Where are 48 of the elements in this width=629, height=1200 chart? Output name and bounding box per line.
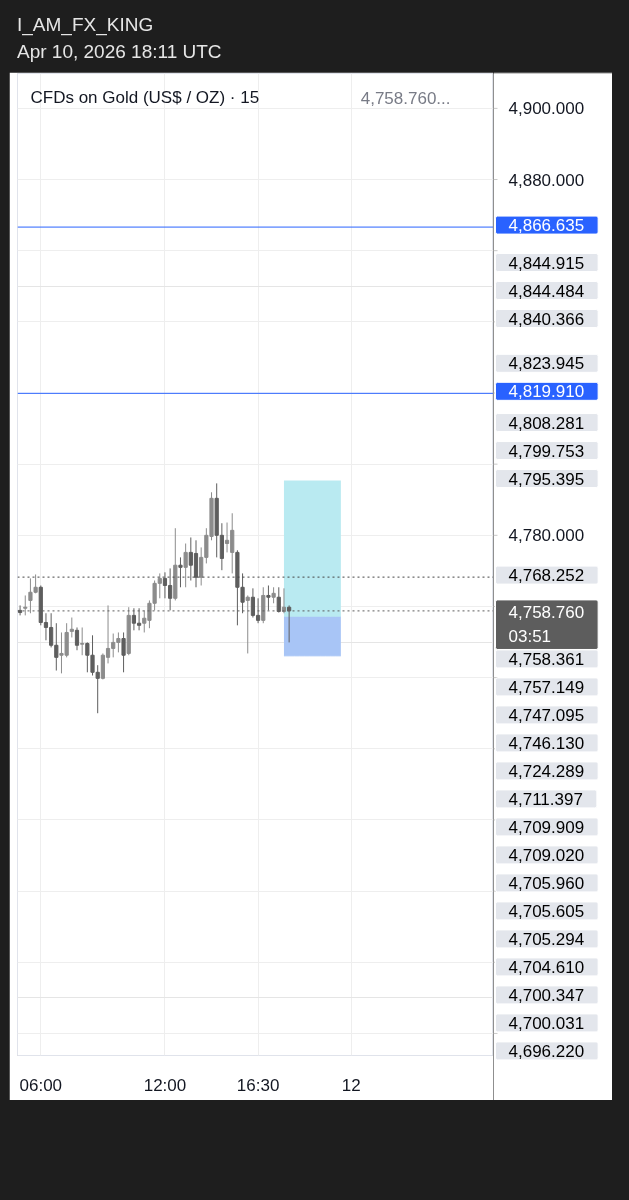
text: 4,700.031 [508,1013,585,1033]
text: 4,705.960 [508,873,585,893]
candlestick [23,594,28,616]
y-tick-label: 4,900.000 [508,99,585,119]
candlestick [74,626,80,651]
text: 4,696.220 [508,1041,585,1061]
text: 4,768.252 [508,566,585,586]
text: 4,746.130 [508,733,585,753]
candlestick [162,571,168,599]
y-tick-label: 4,780.000 [508,526,585,546]
text: CFDs on Gold (US$ / OZ) · 15 [30,88,260,107]
x-tick-label: 06:00 [19,1075,63,1095]
text: 4,799.753 [508,441,585,461]
ref-line-label: 4,819.910 [508,382,585,402]
candlestick [245,594,250,654]
text: 4,700.347 [508,985,585,1005]
candlestick [80,626,85,656]
text: 4,757.149 [508,677,585,697]
text: 4,840.366 [508,309,585,329]
ref-line-label: 4,866.635 [508,216,585,236]
text: I_AM_FX_KING [17,13,155,38]
x-tick-label: 12:00 [143,1075,187,1095]
candlestick [69,617,74,638]
candlestick [178,556,183,588]
text: 4,704.610 [508,957,585,977]
text: 4,711.397 [508,789,583,809]
text: 4,705.605 [508,901,585,921]
text: 4,705.294 [508,929,585,949]
candlestick [121,631,126,673]
candlestick [193,539,199,588]
x-tick-label: 16:30 [236,1075,280,1095]
text: 4,808.281 [508,413,585,433]
candlestick [183,543,188,588]
text: 4,724.289 [508,761,585,781]
candlestick [224,522,230,553]
text: 4,795.395 [508,469,585,489]
text: 4,844.915 [508,253,585,273]
text: 4,823.945 [508,354,585,374]
text: 4,844.484 [508,281,585,301]
text: 4,758.760... [360,88,451,108]
text: 4,709.909 [508,817,585,837]
ref-line-label: 4,758.760 03:51 [508,602,585,647]
text: 4,747.095 [508,705,585,725]
x-tick-label: 12 [341,1075,361,1095]
y-tick-label: 4,880.000 [508,170,585,190]
text: Apr 10, 2026 18:11 UTC [17,40,222,64]
text: 4,709.020 [508,845,585,865]
text: 4,758.361 [508,649,585,669]
